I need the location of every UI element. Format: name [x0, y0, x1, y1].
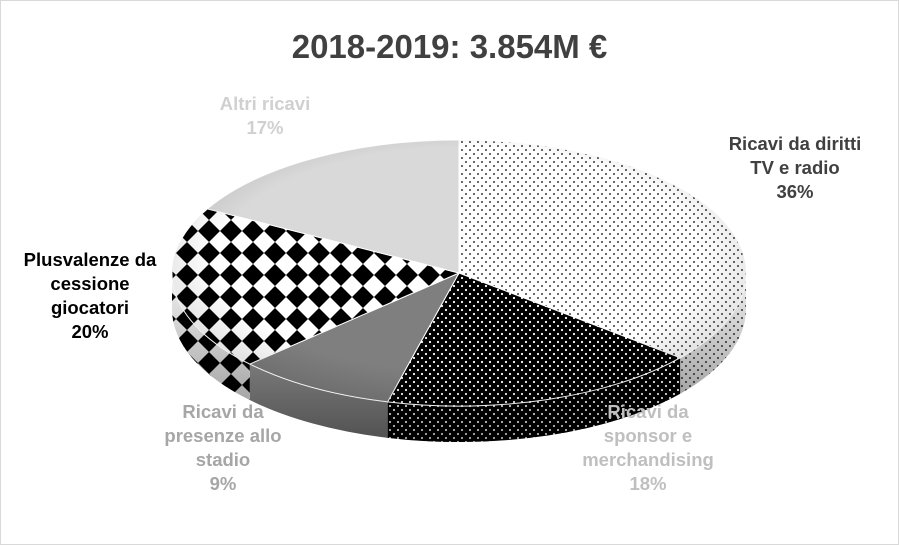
slice-label-line: giocatori — [51, 297, 129, 318]
pie-tops — [171, 139, 747, 407]
slice-label-line: cessione — [50, 273, 129, 294]
pie-sides — [172, 273, 746, 442]
slice-label-ricavi-da-diritti-tv-e-radio: Ricavi da diritti TV e radio 36% — [729, 133, 862, 202]
pie-side-shade — [387, 357, 681, 442]
slice-percent: 18% — [629, 473, 666, 494]
slice-label-line: Altri ricavi — [220, 93, 311, 114]
slice-label-line: sponsor e — [604, 425, 692, 446]
slice-label-line: presenze allo — [164, 425, 281, 446]
slice-label-line: merchandising — [582, 449, 714, 470]
slice-label-ricavi-da-presenze-allo-stadio: Ricavi da presenze allo stadio 9% — [164, 401, 281, 494]
slice-label-line: Ricavi da diritti — [729, 133, 862, 154]
slice-label-ricavi-da-sponsor-e-merchandising: Ricavi da sponsor e merchandising 18% — [582, 401, 714, 494]
slice-label-line: Ricavi da — [182, 401, 264, 422]
slice-label-altri-ricavi: Altri ricavi 17% — [220, 93, 311, 138]
slice-label-line: stadio — [196, 449, 250, 470]
slice-label-plusvalenze-da-cessione-giocatori: Plusvalenze da cessione giocatori 20% — [24, 249, 157, 342]
slice-percent: 20% — [71, 321, 108, 342]
slice-label-line: Ricavi da — [607, 401, 689, 422]
chart-title: 2018-2019: 3.854M € — [291, 28, 608, 65]
slice-percent: 17% — [246, 117, 283, 138]
slice-percent: 36% — [776, 181, 813, 202]
slice-percent: 9% — [210, 473, 237, 494]
pie-side-shade — [172, 273, 250, 401]
pie-side-shade — [249, 364, 388, 438]
pie-side-shade — [680, 273, 746, 394]
slice-label-line: TV e radio — [750, 157, 839, 178]
slice-label-line: Plusvalenze da — [24, 249, 157, 270]
pie-top-shade — [172, 140, 746, 406]
pie-labels: Ricavi da diritti TV e radio 36% Ricavi da s… — [24, 93, 862, 494]
